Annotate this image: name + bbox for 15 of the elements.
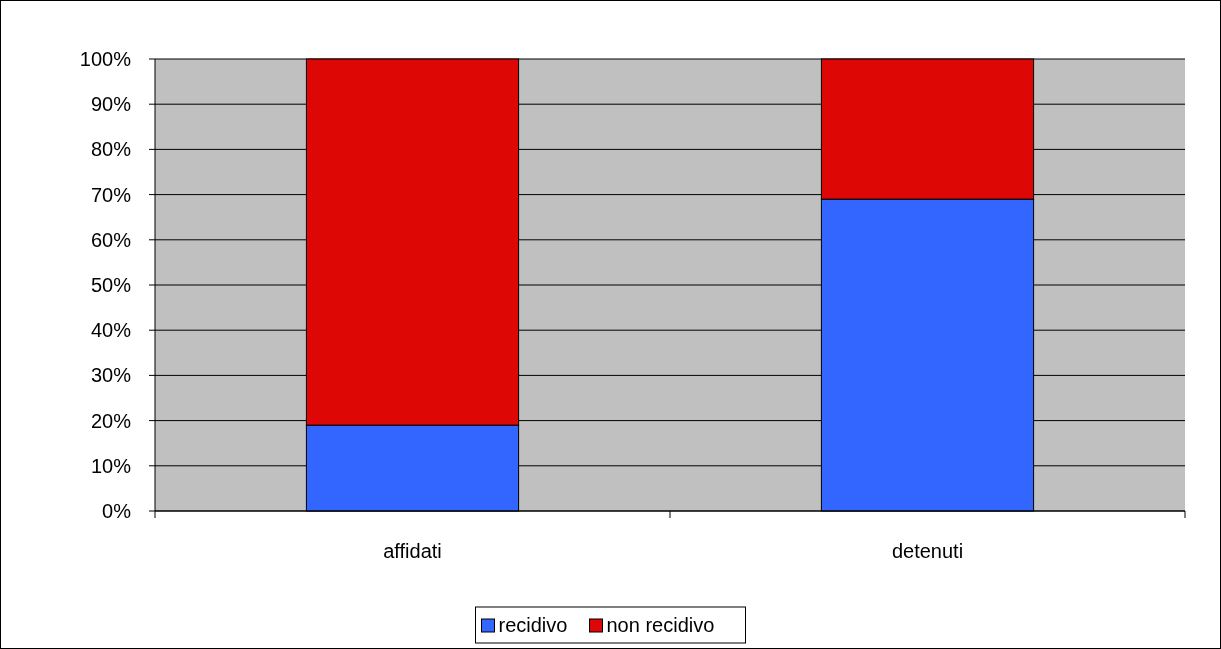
y-tick-label: 100% (79, 48, 132, 70)
y-tick-label: 50% (90, 274, 132, 296)
y-tick-label: 60% (90, 228, 132, 251)
y-tick-label: 30% (90, 364, 132, 387)
y-tick-label: 0% (102, 500, 132, 522)
y-tick-label: 40% (90, 319, 132, 342)
y-tick-label: 90% (90, 93, 132, 116)
y-tick-label: 20% (90, 409, 132, 432)
x-tick-label: detenuti (891, 540, 964, 562)
y-tick-label: 70% (90, 183, 132, 206)
legend-label: recidivo (498, 614, 568, 636)
x-tick-label: affidati (383, 540, 442, 562)
y-tick-label: 80% (90, 138, 132, 161)
legend-label: non recidivo (606, 614, 715, 636)
y-tick-label: 10% (90, 454, 132, 477)
